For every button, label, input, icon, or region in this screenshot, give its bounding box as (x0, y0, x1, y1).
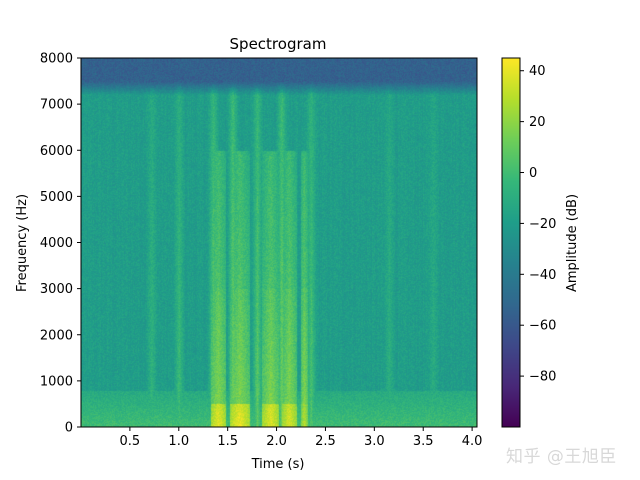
x-tick-label: 3.5 (413, 434, 434, 449)
spectrogram-heatmap-container (81, 58, 477, 427)
y-tick-label: 6000 (40, 144, 73, 159)
colorbar-tick-label: −20 (529, 217, 556, 232)
chart-title: Spectrogram (230, 35, 327, 53)
plot-area (80, 57, 478, 428)
y-tick-label: 8000 (40, 52, 73, 67)
x-tick-label: 2.0 (266, 434, 287, 449)
x-tick-label: 0.5 (120, 434, 141, 449)
colorbar-frame (501, 57, 521, 428)
x-tick-label: 1.5 (217, 434, 238, 449)
x-tick-label: 4.0 (462, 434, 483, 449)
colorbar-ticks: 40 20 0 −20 −40 −60 −80 (520, 64, 556, 385)
x-axis-label: Time (s) (251, 457, 305, 472)
x-axis-ticks: 0.5 1.0 1.5 2.0 2.5 3.0 3.5 4.0 (120, 427, 483, 449)
colorbar-scale (502, 58, 520, 427)
x-tick-label: 3.0 (364, 434, 385, 449)
y-tick-label: 3000 (40, 282, 73, 297)
y-tick-label: 0 (65, 421, 73, 436)
colorbar: 40 20 0 −20 −40 −60 −80 Amplitude (dB) (501, 57, 580, 428)
y-axis-label: Frequency (Hz) (15, 194, 30, 292)
watermark-text: 知乎 @王旭臣 (506, 447, 617, 467)
colorbar-tick-label: −80 (529, 370, 556, 385)
y-axis-ticks: 0 1000 2000 3000 4000 5000 6000 7000 8000 (40, 52, 81, 436)
y-tick-label: 2000 (40, 328, 73, 343)
colorbar-tick-label: 20 (529, 115, 546, 130)
spectrogram-heatmap (81, 58, 477, 427)
x-tick-label: 2.5 (315, 434, 336, 449)
colorbar-tick-label: 0 (529, 166, 537, 181)
y-tick-label: 7000 (40, 98, 73, 113)
colorbar-tick-label: −60 (529, 319, 556, 334)
x-tick-label: 1.0 (168, 434, 189, 449)
y-tick-label: 4000 (40, 236, 73, 251)
y-tick-label: 5000 (40, 190, 73, 205)
colorbar-label: Amplitude (dB) (565, 194, 580, 292)
y-tick-label: 1000 (40, 374, 73, 389)
colorbar-tick-label: −40 (529, 268, 556, 283)
colorbar-tick-label: 40 (529, 64, 546, 79)
